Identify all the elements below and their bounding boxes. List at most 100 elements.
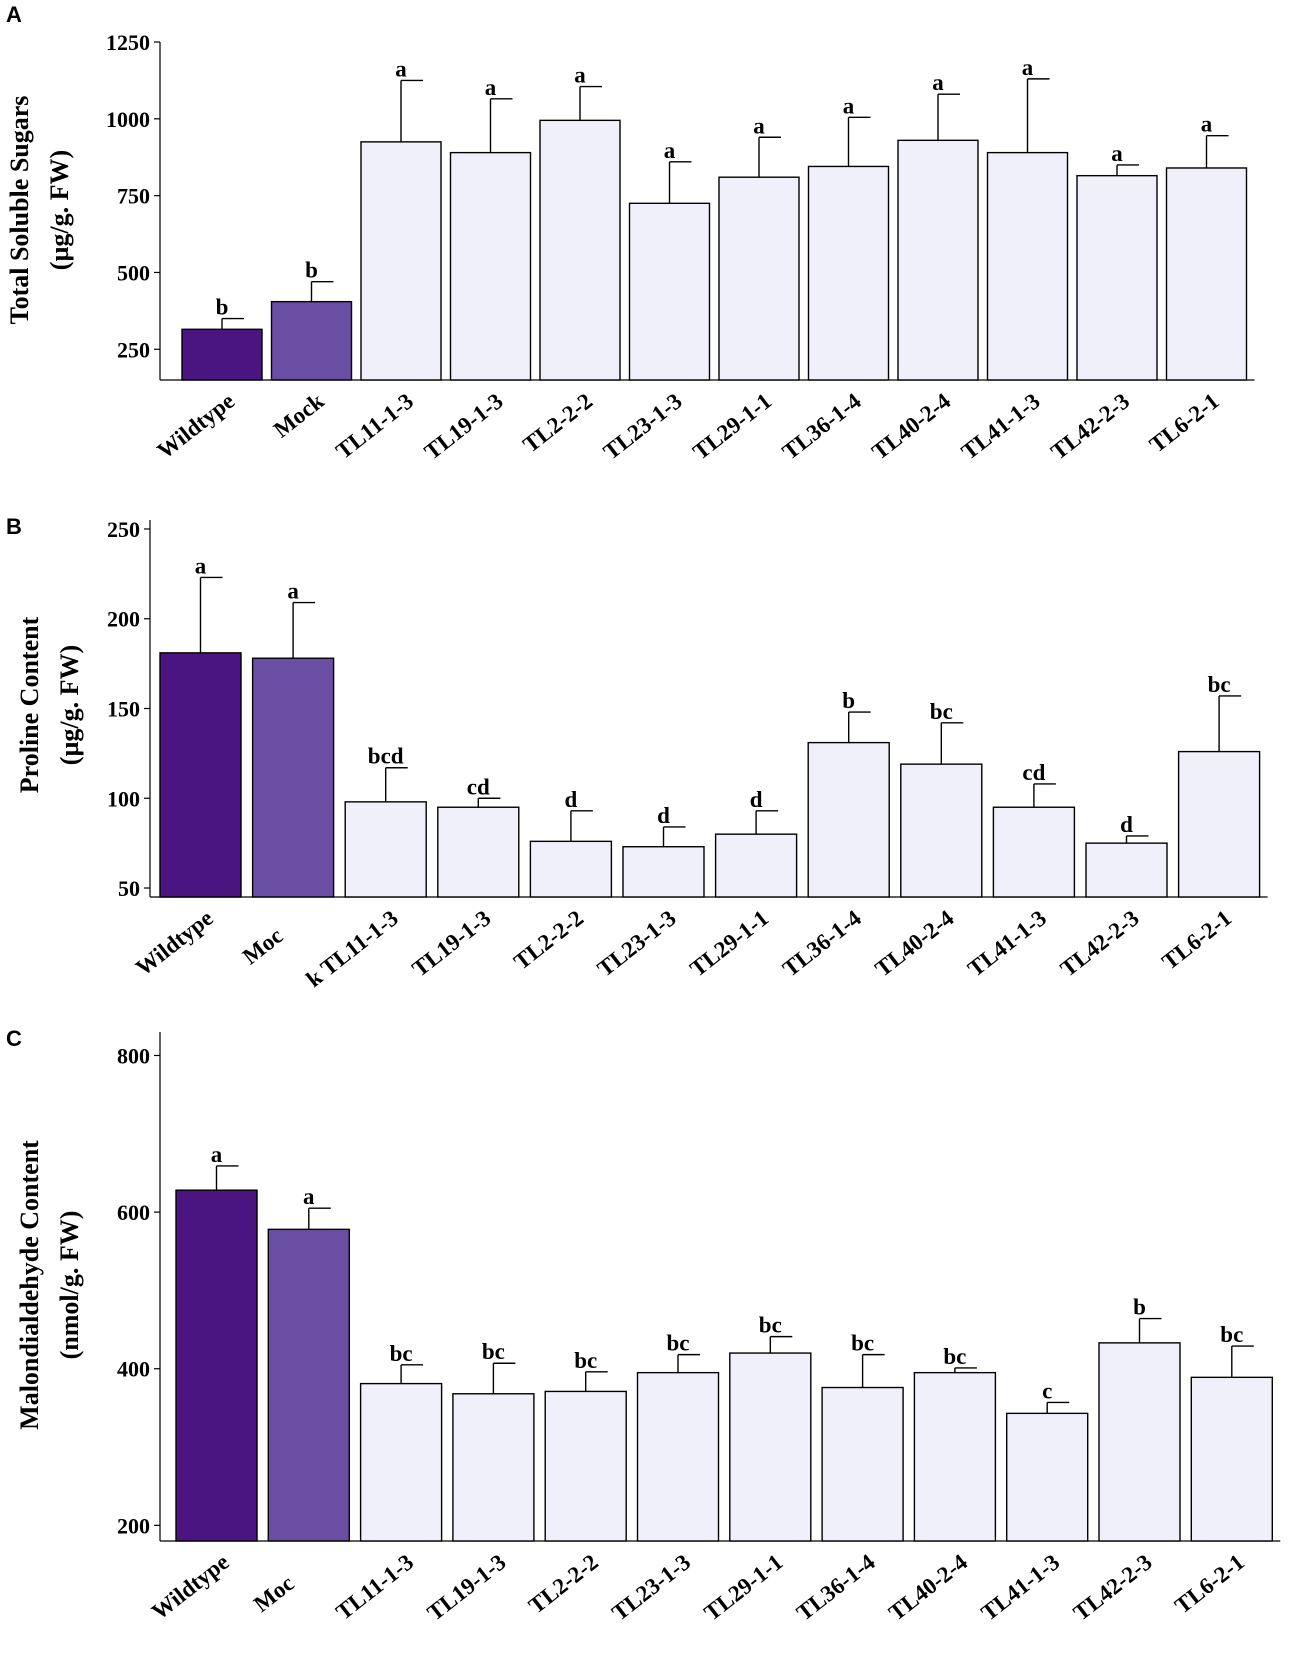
panel-b-bar [714, 833, 798, 898]
panel-a-bar [1165, 167, 1248, 381]
panel-b-bar [992, 806, 1076, 898]
panel-c-significance-letter: bc [390, 1341, 413, 1366]
panel-c-plot: 200 400 600 800 Malondialdehyde Content (nmol… [15, 1032, 1281, 1653]
panel-c-category-label: Wildtype [147, 1549, 234, 1624]
panel-b-bar [1177, 750, 1261, 898]
panel-c-significance-letter: c [1042, 1378, 1052, 1403]
panel-b-bar [437, 806, 520, 898]
panel-b-bar [529, 840, 613, 898]
panel-a-bar [897, 139, 979, 381]
panel-b-category-label: TL29-1-1 [685, 905, 773, 981]
panel-a-bar [718, 176, 800, 381]
panel-c-significance-letter: bc [1220, 1322, 1243, 1347]
panel-a-category-label: Mock [269, 388, 329, 442]
panel-c-y-tick-label: 800 [117, 1043, 150, 1068]
panel-c-category-label: TL40-2-4 [884, 1549, 972, 1626]
panel-a-category-label: TL19-1-3 [420, 388, 508, 464]
panel-b-significance-letter: a [287, 579, 299, 604]
panel-a-bar [360, 141, 442, 381]
panel-b-bar [344, 801, 427, 898]
panel-a-bar [628, 202, 711, 381]
panel-a-letter: A [6, 2, 22, 27]
panel-c-bar [821, 1386, 904, 1542]
panel-b-y-axis-label-line-2: (µg/g. FW) [55, 645, 84, 765]
panel-a-category-label: TL6-2-1 [1145, 388, 1224, 457]
panel-a-y-tick-label: 250 [117, 337, 150, 362]
panel-b-significance-letter: d [750, 787, 763, 812]
panel-a-significance-letter: a [753, 113, 765, 138]
panel-c-bar [729, 1352, 812, 1542]
panel-a-bar [270, 300, 353, 381]
panel-a-y-tick-label: 1000 [106, 107, 150, 132]
panel-b-significance-letter: bcd [368, 744, 404, 769]
panel-b-y-axis-label-line-1: Proline Content [15, 616, 44, 793]
panel-a-category-label: TL36-1-4 [778, 388, 866, 465]
panel-a-category-label: TL40-2-4 [867, 388, 955, 465]
panel-a-significance-letter: a [395, 56, 407, 81]
panel-c-category-label: TL23-1-3 [607, 1549, 695, 1625]
panel-c-bar [636, 1371, 720, 1542]
panel-a-y-tick-label: 1250 [106, 30, 150, 55]
panel-b-significance-letter: b [842, 688, 855, 713]
panel-c-category-label: TL42-2-3 [1069, 1549, 1157, 1625]
panel-c-bar [359, 1382, 443, 1542]
panel-c-bar [452, 1393, 535, 1542]
panel-b-category-label: TL19-1-3 [407, 905, 495, 981]
panel-a-bar [1076, 174, 1158, 381]
panel-c-category-label: k TL11-1-3 [263, 1549, 419, 1653]
panel-b-significance-letter: d [657, 803, 670, 828]
panel-c-significance-letter: bc [943, 1344, 966, 1369]
panel-a-y-axis-label-line-1: Total Soluble Sugars [5, 96, 34, 325]
panel-c-letter: C [6, 1026, 22, 1051]
panel-b-significance-letter: a [195, 553, 207, 578]
panel-a-y-tick-label: 500 [117, 260, 150, 285]
panel-c-category-label: TL19-1-3 [423, 1549, 511, 1625]
panel-a-bar [449, 151, 532, 381]
panel-c-significance-letter: bc [851, 1331, 874, 1356]
panel-c-category-label: TL36-1-4 [792, 1549, 880, 1626]
panel-a-bar [181, 328, 263, 381]
panel-c-y-axis-label-line-1: Malondialdehyde Content [15, 1140, 44, 1430]
panel-c-significance-letter: bc [574, 1348, 597, 1373]
panel-c-bar [1006, 1412, 1089, 1542]
panel-c-category-label: Moc [249, 1549, 326, 1617]
panel-c: C [6, 1026, 22, 1051]
panel-b-y-tick-label: 50 [118, 876, 140, 901]
panel-c-bar [913, 1371, 997, 1542]
panel-a-significance-letter: a [1111, 141, 1123, 166]
panel-c-significance-letter: bc [482, 1339, 505, 1364]
panel-a-category-label: Wildtype [153, 388, 240, 463]
panel-b-category-label: Wildtype [131, 905, 218, 980]
panel-b-bar [900, 763, 983, 898]
panel-c-bar [1098, 1342, 1181, 1542]
panel-c-y-axis-label-line-2: (nmol/g. FW) [55, 1211, 84, 1360]
panel-b-plot: 50 100 150 200 250 Proline Content (µg/g. FW) a… [15, 517, 1268, 992]
panel-a-category-label: TL42-2-3 [1046, 388, 1134, 464]
panel-c-bar [267, 1228, 350, 1542]
panel-a-category-label: TL11-1-3 [331, 388, 418, 464]
panel-a-significance-letter: b [305, 258, 318, 283]
panel-b-category-label: Moc [238, 905, 310, 969]
panel-c-bar [175, 1189, 258, 1542]
panel-a-category-label: TL2-2-2 [518, 388, 597, 457]
panel-c-y-tick-label: 200 [117, 1513, 150, 1538]
panel-b-significance-letter: cd [467, 774, 490, 799]
panel-b-significance-letter: bc [930, 699, 953, 724]
panel-a-significance-letter: a [1022, 55, 1034, 80]
panel-b-bar [807, 741, 890, 898]
panel-c-significance-letter: bc [667, 1331, 690, 1356]
panel-b-y-tick-label: 100 [107, 786, 140, 811]
panel-b-y-tick-label: 200 [107, 607, 140, 632]
panel-b-letter: B [6, 514, 22, 539]
panel-c-y-tick-label: 400 [117, 1357, 150, 1382]
panel-a-category-label: TL23-1-3 [599, 388, 687, 464]
panel-a-y-axis-label-line-2: (µg/g. FW) [45, 150, 74, 270]
panel-b-bar [622, 846, 705, 898]
panel-a-y-tick-label: 750 [117, 184, 150, 209]
panel-b-significance-letter: cd [1022, 760, 1045, 785]
panel-c-significance-letter: a [211, 1142, 223, 1167]
panel-b-significance-letter: d [1120, 812, 1133, 837]
panel-a-significance-letter: a [843, 93, 855, 118]
panel-a-significance-letter: a [485, 75, 497, 100]
